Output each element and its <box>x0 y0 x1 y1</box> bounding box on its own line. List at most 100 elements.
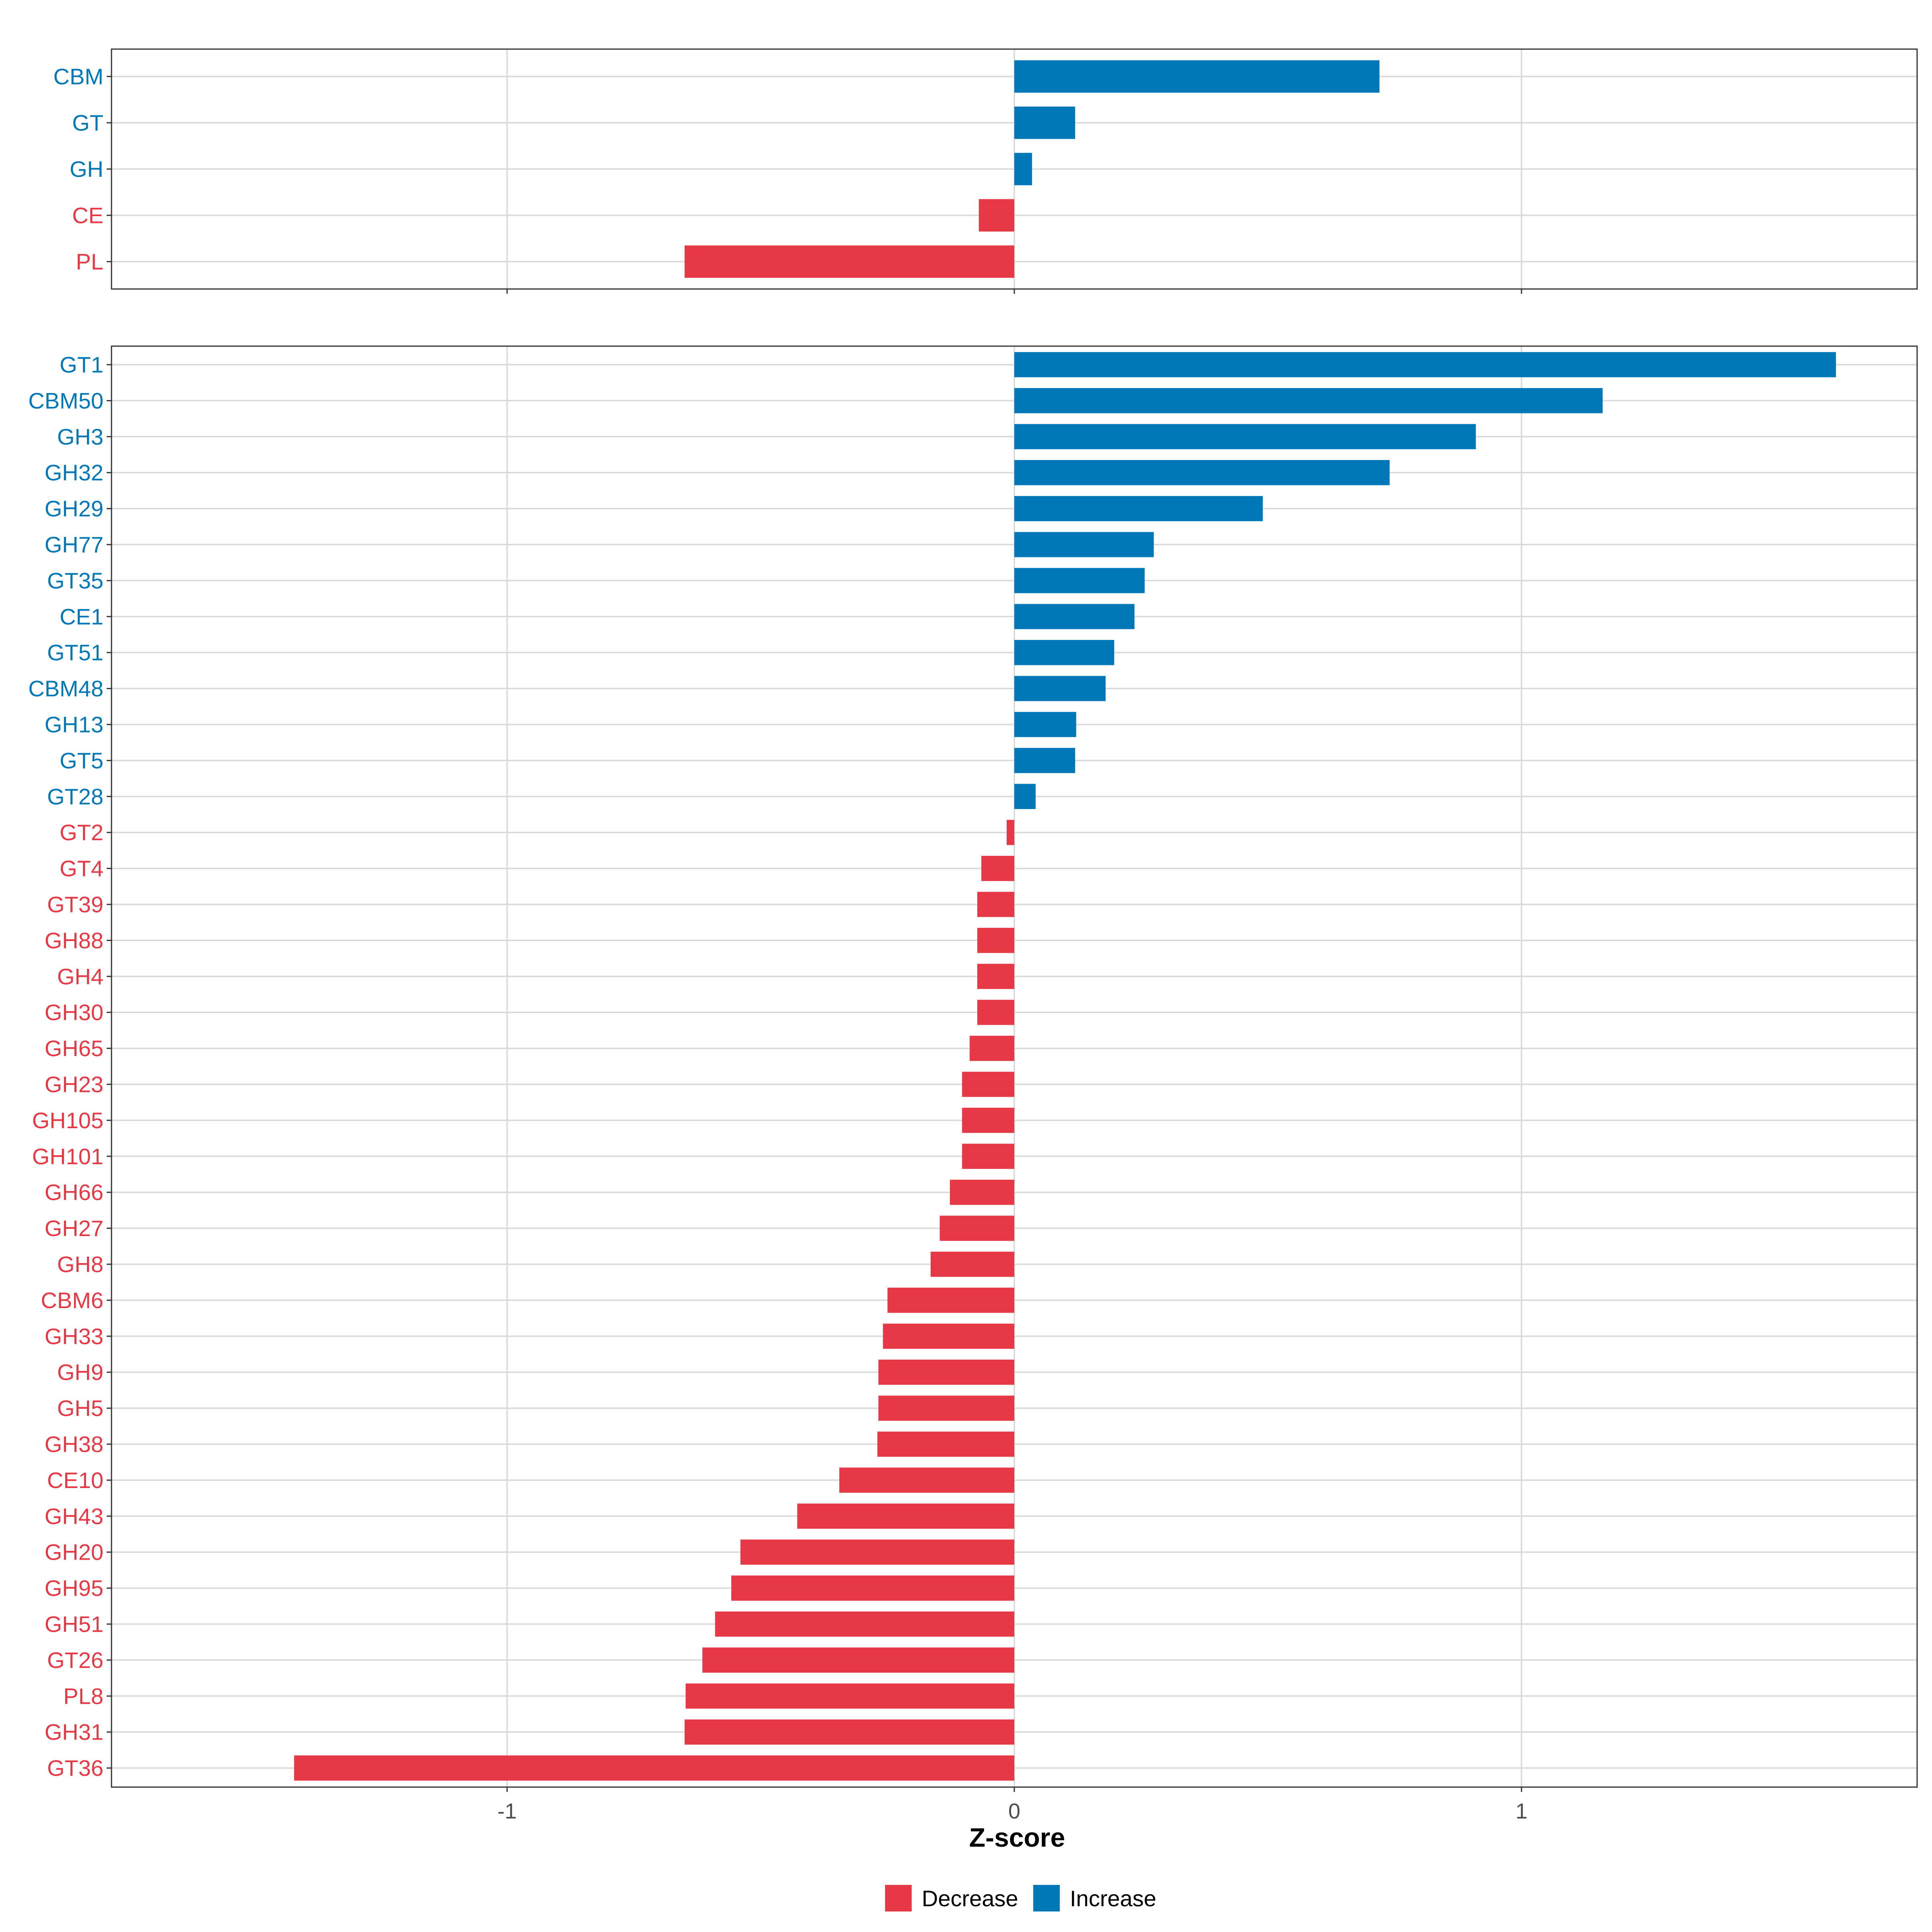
y-tick-label-cbm: CBM <box>54 64 103 89</box>
bottom-panel: GT1CBM50GH3GH32GH29GH77GT35CE1GT51CBM48G… <box>28 345 1918 1823</box>
bar-gh31 <box>684 1719 1014 1745</box>
y-tick-label-ce: CE <box>72 203 103 228</box>
y-tick-label-gh27: GH27 <box>45 1216 103 1241</box>
y-tick-label-gh31: GH31 <box>45 1719 103 1745</box>
legend-label-decrease: Decrease <box>922 1886 1018 1911</box>
y-tick-label-gt36: GT36 <box>47 1755 103 1781</box>
y-tick-label-gh29: GH29 <box>45 496 103 521</box>
bar-gt39 <box>977 892 1014 917</box>
bar-ce1 <box>1014 604 1135 630</box>
bar-cbm <box>1014 60 1380 93</box>
y-tick-label-gh33: GH33 <box>45 1323 103 1349</box>
bar-gh66 <box>949 1179 1014 1205</box>
y-tick-label-gt26: GT26 <box>47 1647 103 1673</box>
bar-gh88 <box>977 928 1014 953</box>
x-tick-label: -1 <box>497 1799 517 1823</box>
y-tick-label-gh105: GH105 <box>32 1108 103 1133</box>
y-tick-label-ce10: CE10 <box>47 1468 103 1493</box>
y-tick-label-gt1: GT1 <box>60 352 103 378</box>
y-tick-label-gt4: GT4 <box>60 856 103 881</box>
bar-gh30 <box>977 999 1014 1025</box>
y-tick-label-gh66: GH66 <box>45 1180 103 1205</box>
bar-gh43 <box>797 1503 1014 1529</box>
bar-gt51 <box>1014 640 1115 665</box>
y-tick-label-cbm50: CBM50 <box>28 388 103 413</box>
bar-gt1 <box>1014 352 1836 378</box>
bar-gh101 <box>962 1144 1014 1169</box>
bar-gh65 <box>970 1036 1014 1061</box>
bar-gh29 <box>1014 496 1263 521</box>
bar-gt28 <box>1014 784 1036 809</box>
y-tick-label-gt5: GT5 <box>60 748 103 773</box>
bar-gt35 <box>1014 568 1145 593</box>
y-tick-label-gh65: GH65 <box>45 1036 103 1061</box>
y-tick-label-gh101: GH101 <box>32 1144 103 1169</box>
bar-gh4 <box>977 964 1014 989</box>
y-tick-label-gh3: GH3 <box>57 424 103 449</box>
y-tick-label-gh95: GH95 <box>45 1575 103 1601</box>
y-tick-label-gt2: GT2 <box>60 820 103 845</box>
y-tick-label-gh30: GH30 <box>45 1000 103 1025</box>
bar-gh20 <box>740 1539 1014 1565</box>
y-tick-label-gh38: GH38 <box>45 1432 103 1457</box>
y-tick-label-pl8: PL8 <box>63 1683 103 1709</box>
y-tick-label-gh20: GH20 <box>45 1540 103 1565</box>
bar-ce10 <box>839 1468 1014 1493</box>
y-tick-label-gh13: GH13 <box>45 712 103 737</box>
bar-gh33 <box>883 1323 1014 1349</box>
y-tick-label-gt28: GT28 <box>47 784 103 809</box>
bar-gh3 <box>1014 424 1476 450</box>
y-tick-label-gh32: GH32 <box>45 460 103 485</box>
bar-gh27 <box>939 1216 1014 1241</box>
bar-gh95 <box>731 1575 1014 1601</box>
x-axis-title: Z-score <box>969 1823 1065 1852</box>
bar-gh8 <box>931 1251 1014 1277</box>
y-tick-label-ce1: CE1 <box>60 604 103 629</box>
y-tick-label-pl: PL <box>76 249 104 275</box>
bar-gh105 <box>962 1108 1014 1133</box>
y-tick-label-gt39: GT39 <box>47 892 103 917</box>
bar-pl <box>684 245 1014 278</box>
bar-pl8 <box>685 1683 1014 1709</box>
bar-gh13 <box>1014 712 1076 737</box>
bar-cbm50 <box>1014 388 1603 413</box>
bar-gh32 <box>1014 460 1390 485</box>
bar-gh38 <box>877 1431 1014 1457</box>
y-tick-label-gt35: GT35 <box>47 568 103 593</box>
y-tick-label-gh8: GH8 <box>57 1252 103 1277</box>
y-tick-label-gh23: GH23 <box>45 1072 103 1097</box>
bar-gh51 <box>715 1611 1014 1637</box>
x-tick-label: 0 <box>1008 1799 1020 1823</box>
top-panel: CBM GT GH CE PL <box>54 48 1918 294</box>
y-tick-label-gh43: GH43 <box>45 1503 103 1529</box>
bar-cbm6 <box>887 1288 1014 1313</box>
bar-cbm48 <box>1014 676 1106 701</box>
bar-ce <box>978 199 1014 232</box>
legend: Decrease Increase <box>885 1885 1156 1911</box>
y-tick-label-gh: GH <box>70 157 103 182</box>
y-tick-label-gh88: GH88 <box>45 928 103 953</box>
y-tick-label-gt51: GT51 <box>47 640 103 665</box>
bar-gh5 <box>878 1395 1014 1421</box>
y-tick-label-gh51: GH51 <box>45 1612 103 1637</box>
bar-gh23 <box>962 1071 1014 1097</box>
x-tick-label: 1 <box>1515 1799 1527 1823</box>
bar-gh <box>1014 153 1032 186</box>
legend-label-increase: Increase <box>1070 1886 1156 1911</box>
y-tick-label-gh4: GH4 <box>57 964 103 989</box>
bar-gt5 <box>1014 748 1075 773</box>
y-tick-label-cbm48: CBM48 <box>28 676 103 701</box>
bar-gt36 <box>294 1755 1015 1781</box>
legend-key-increase <box>1033 1885 1060 1911</box>
bar-gh9 <box>878 1359 1014 1385</box>
y-tick-label-cbm6: CBM6 <box>41 1288 103 1313</box>
y-tick-label-gh9: GH9 <box>57 1360 103 1385</box>
bar-gt <box>1014 106 1075 139</box>
y-tick-label-gh5: GH5 <box>57 1395 103 1421</box>
y-tick-label-gt: GT <box>72 110 103 136</box>
bar-gt26 <box>702 1647 1014 1673</box>
y-tick-label-gh77: GH77 <box>45 532 103 557</box>
legend-key-decrease <box>885 1885 912 1911</box>
bar-gt4 <box>981 856 1014 881</box>
